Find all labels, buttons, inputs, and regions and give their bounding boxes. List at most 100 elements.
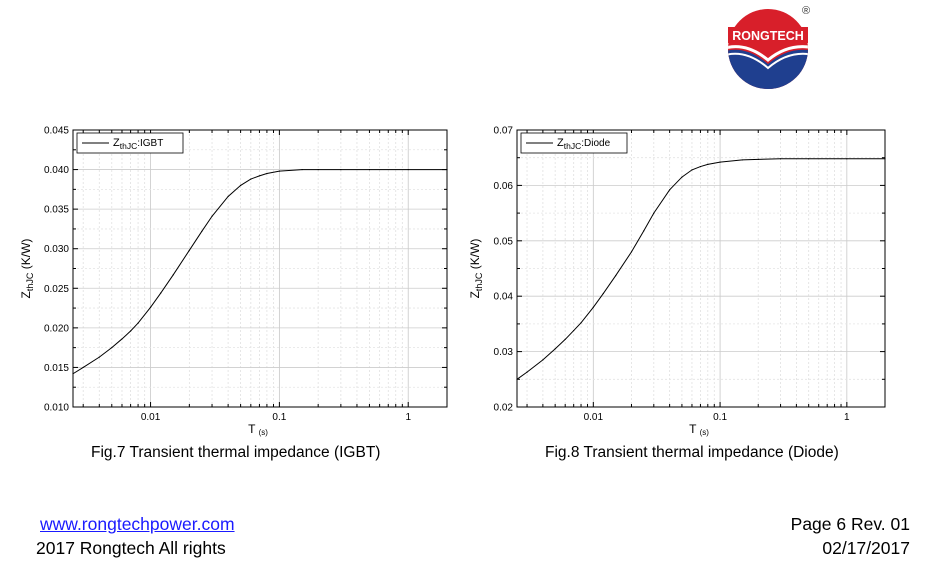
data-point bbox=[227, 195, 229, 198]
x-axis-label-unit: (s) bbox=[259, 428, 269, 437]
legend: ZthJC:Diode bbox=[520, 132, 628, 154]
y-axis-label-main: Z bbox=[468, 291, 482, 298]
y-axis-label-sub: thJC bbox=[25, 272, 35, 291]
data-point bbox=[240, 184, 242, 186]
data-point bbox=[516, 378, 518, 380]
y-tick-label: 0.015 bbox=[44, 363, 69, 374]
y-axis-label-unit: (K/W) bbox=[19, 239, 33, 273]
y-tick-label: 0.040 bbox=[44, 165, 69, 176]
data-point bbox=[615, 275, 617, 277]
series-line bbox=[72, 169, 447, 375]
legend-box bbox=[520, 132, 628, 154]
x-axis: 0.01 0.1 1 bbox=[526, 130, 886, 423]
copyright-text: 2017 Rongtech All rights bbox=[36, 538, 226, 558]
logo-text: RONGTECH bbox=[732, 29, 804, 43]
data-point bbox=[130, 330, 132, 332]
data-point bbox=[137, 322, 139, 324]
data-point bbox=[250, 178, 252, 180]
y-tick-label: 0.05 bbox=[494, 236, 514, 247]
y-axis-label: ZthJC (K/W) bbox=[468, 239, 484, 299]
y-axis-label-sub: thJC bbox=[474, 272, 484, 291]
chart-igbt: 0.010 0.015 0.020 0.025 0.030 0.035 0.040 0.045… bbox=[0, 110, 460, 440]
y-tick-label: 0.030 bbox=[44, 244, 69, 255]
figure-caption-diode: Fig.8 Transient thermal impedance (Diode… bbox=[545, 444, 839, 461]
data-point bbox=[160, 292, 162, 294]
data-point bbox=[884, 158, 886, 160]
x-axis-label: T (s) bbox=[689, 422, 709, 437]
chart-igbt-svg: 0.010 0.015 0.020 0.025 0.030 0.035 0.040 0.045… bbox=[19, 126, 448, 437]
data-point bbox=[564, 338, 566, 341]
legend: ZthJC:IGBT bbox=[76, 132, 184, 154]
y-tick-label: 0.04 bbox=[494, 292, 514, 303]
data-point bbox=[188, 249, 190, 251]
data-point bbox=[121, 338, 123, 340]
x-axis-label-main: T bbox=[248, 422, 258, 436]
data-point bbox=[258, 175, 261, 177]
y-tick-label: 0.035 bbox=[44, 205, 69, 216]
data-point bbox=[317, 168, 319, 171]
data-point bbox=[446, 168, 448, 171]
y-tick-label: 0.03 bbox=[494, 347, 514, 358]
chart-diode-svg: 0.02 0.03 0.04 0.05 0.06 0.07 0.01 0.1 1 T (s) Zth… bbox=[468, 126, 886, 437]
data-point bbox=[407, 168, 409, 171]
data-point bbox=[643, 230, 645, 232]
y-tick-label: 0.02 bbox=[494, 403, 514, 414]
data-point bbox=[846, 158, 848, 160]
data-point bbox=[669, 189, 671, 191]
legend-box bbox=[76, 132, 184, 154]
data-point bbox=[111, 347, 113, 349]
x-tick-label: 1 bbox=[844, 412, 850, 423]
legend-label-main: Z bbox=[113, 137, 120, 149]
y-tick-label: 0.045 bbox=[44, 126, 69, 137]
legend-label-sub: thJC bbox=[564, 141, 581, 151]
logo-emblem: RONGTECH ® bbox=[728, 5, 810, 89]
data-point bbox=[741, 159, 743, 161]
x-axis-label-main: T bbox=[689, 422, 699, 436]
x-tick-label: 0.01 bbox=[584, 412, 604, 423]
legend-label: ZthJC:Diode bbox=[557, 137, 611, 151]
x-axis-label: T (s) bbox=[248, 422, 268, 437]
data-point bbox=[691, 169, 693, 171]
legend-label-suffix: :Diode bbox=[581, 138, 610, 149]
data-point bbox=[573, 329, 575, 332]
legend-label-main: Z bbox=[557, 137, 564, 149]
website-link[interactable]: www.rongtechpower.com bbox=[40, 514, 235, 534]
legend-label-sub: thJC bbox=[120, 141, 137, 151]
data-point bbox=[808, 158, 810, 160]
data-point bbox=[602, 292, 604, 295]
data-point bbox=[301, 168, 303, 171]
document-date: 02/17/2017 bbox=[822, 538, 910, 558]
data-point bbox=[630, 251, 633, 253]
y-tick-label: 0.020 bbox=[44, 323, 69, 334]
data-point bbox=[707, 163, 709, 165]
rongtech-logo: RONGTECH ® bbox=[722, 2, 818, 94]
data-point bbox=[554, 348, 556, 350]
y-tick-label: 0.06 bbox=[494, 181, 514, 192]
data-point bbox=[72, 373, 74, 375]
data-point bbox=[368, 168, 371, 171]
x-axis-label-unit: (s) bbox=[700, 428, 710, 437]
y-axis-label: ZthJC (K/W) bbox=[19, 239, 35, 299]
chart-diode: 0.02 0.03 0.04 0.05 0.06 0.07 0.01 0.1 1 T (s) Zth… bbox=[455, 110, 940, 440]
series-line bbox=[516, 158, 885, 380]
grid bbox=[517, 129, 886, 408]
data-point bbox=[172, 274, 174, 276]
data-point bbox=[699, 165, 702, 168]
x-tick-label: 0.1 bbox=[272, 412, 286, 423]
x-tick-label: 1 bbox=[405, 412, 411, 423]
data-point bbox=[98, 356, 100, 358]
legend-label: ZthJC:IGBT bbox=[113, 137, 163, 151]
data-point bbox=[542, 359, 544, 361]
y-tick-label: 0.07 bbox=[494, 126, 514, 137]
legend-label-suffix: :IGBT bbox=[137, 138, 163, 149]
data-point bbox=[681, 176, 683, 178]
y-axis-label-main: Z bbox=[19, 291, 33, 298]
y-tick-label: 0.025 bbox=[44, 284, 69, 295]
data-point bbox=[653, 212, 655, 214]
data-point bbox=[266, 172, 268, 175]
data-point bbox=[580, 322, 582, 324]
data-point bbox=[526, 371, 528, 373]
data-point bbox=[340, 168, 342, 171]
x-tick-label: 0.01 bbox=[141, 412, 161, 423]
y-tick-label: 0.010 bbox=[44, 403, 69, 414]
